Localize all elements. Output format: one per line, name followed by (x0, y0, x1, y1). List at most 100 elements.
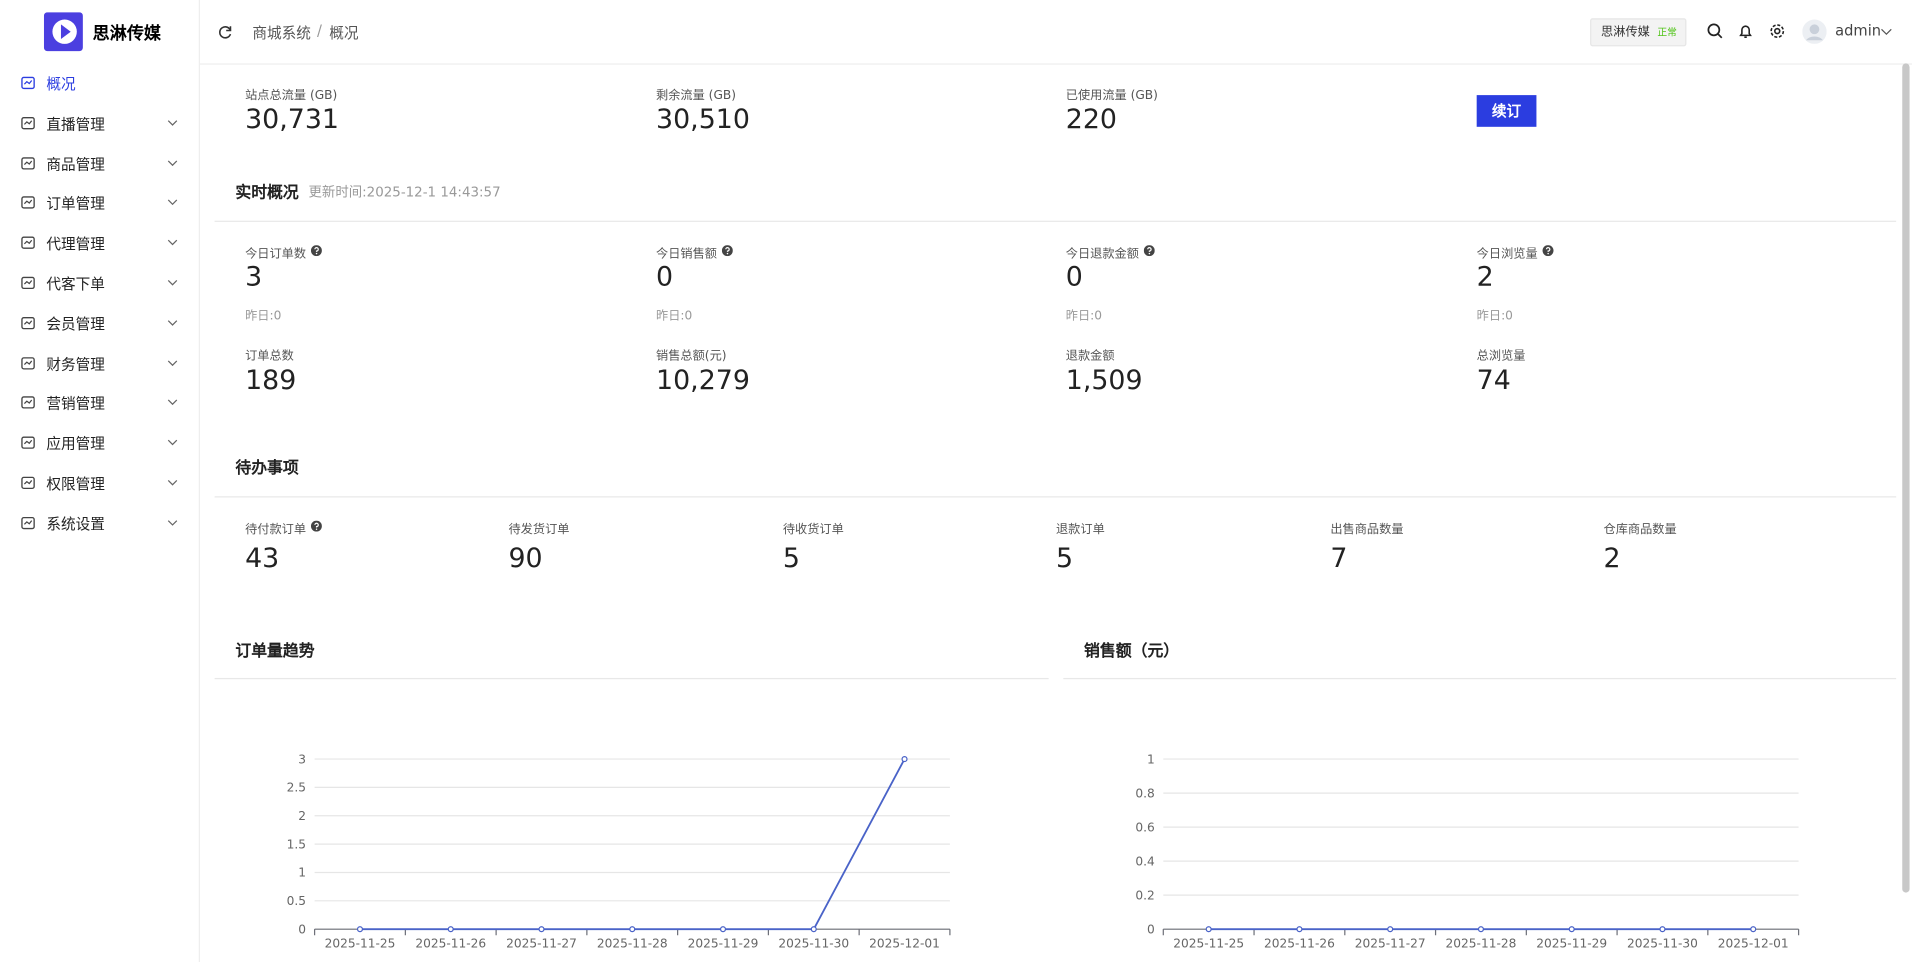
site-tag: 思淋传媒 正常 (1590, 18, 1687, 47)
chart-title: 销售额（元） (1084, 642, 1180, 661)
brand: 思淋传媒 (92, 24, 161, 44)
menu-icon (21, 316, 35, 330)
breadcrumb[interactable]: 商城系统 (252, 24, 311, 42)
point (538, 926, 545, 933)
settings-icon[interactable] (1769, 23, 1785, 39)
stat-label: 已使用流量 (GB) (1065, 89, 1158, 103)
point (629, 926, 636, 933)
stat-label: 今日订单数 (245, 247, 307, 261)
point (1296, 926, 1303, 933)
y-tick-label: 3 (298, 752, 306, 766)
site-status: 正常 (1657, 26, 1677, 38)
chevron (167, 520, 178, 526)
y-tick-label: 1 (298, 866, 306, 880)
divider (1063, 677, 1897, 680)
menu-icon (21, 236, 35, 250)
yesterday: 昨日:0 (1065, 309, 1103, 324)
x-tick-label: 2025-11-29 (688, 936, 759, 950)
todo-value[interactable]: 2 (1603, 543, 1621, 575)
todo-value[interactable]: 43 (245, 543, 280, 575)
todo-value[interactable]: 5 (1055, 543, 1074, 575)
todo-value[interactable]: 7 (1330, 543, 1348, 575)
stat-value: 10,279 (656, 365, 750, 397)
menu-item[interactable]: 应用管理 (46, 435, 105, 453)
todo-value[interactable]: 90 (508, 543, 543, 575)
menu-item[interactable]: 概况 (46, 75, 76, 93)
menu-item[interactable]: 系统设置 (46, 515, 105, 533)
x-tick-label: 2025-12-01 (869, 936, 940, 950)
todo-label: 待发货订单 (508, 523, 570, 537)
menu-item[interactable]: 会员管理 (46, 315, 105, 333)
todo-label: 待收货订单 (782, 523, 844, 537)
chevron (167, 439, 178, 446)
todo-value[interactable]: 5 (782, 543, 800, 575)
user-name[interactable]: admin (1835, 21, 1882, 40)
sidebar: 思淋传媒 概况直播管理商品管理订单管理代理管理代客下单会员管理财务管理营销管理应… (0, 0, 200, 962)
x-tick-label: 2025-11-26 (1264, 936, 1335, 950)
point (447, 926, 454, 933)
renew-button[interactable]: 续订 (1476, 95, 1537, 127)
y-tick-label: 0 (1147, 922, 1155, 936)
chevron (167, 320, 178, 326)
divider (214, 220, 1897, 222)
todo-label: 出售商品数量 (1330, 523, 1404, 537)
chart-title: 订单量趋势 (235, 642, 315, 661)
y-tick-label: 1 (1147, 752, 1155, 766)
help-icon[interactable] (721, 245, 733, 257)
menu-icon (21, 396, 35, 410)
menu-item[interactable]: 营销管理 (46, 395, 105, 413)
menu-item[interactable]: 代理管理 (46, 235, 105, 253)
point (810, 926, 817, 933)
help-icon[interactable] (310, 520, 322, 532)
x-tick-label: 2025-11-26 (415, 936, 486, 950)
y-tick-label: 0.2 (1135, 888, 1154, 902)
todo-label: 退款订单 (1055, 523, 1105, 537)
menu-item[interactable]: 权限管理 (46, 475, 105, 493)
chevron (1881, 28, 1892, 36)
stat-label: 今日浏览量 (1476, 247, 1538, 261)
point (1659, 926, 1666, 933)
x-tick-label: 2025-11-27 (1355, 936, 1426, 950)
menu-icon (21, 196, 35, 210)
stat-value: 30,731 (245, 104, 339, 136)
stat-value: 0 (1065, 262, 1083, 293)
y-tick-label: 0 (298, 922, 306, 936)
menu-item[interactable]: 代客下单 (46, 275, 105, 293)
y-tick-label: 2 (298, 809, 306, 823)
y-tick-label: 0.4 (1135, 854, 1155, 868)
menu-item[interactable]: 财务管理 (46, 355, 105, 373)
menu-icon (21, 116, 35, 130)
menu-item[interactable]: 直播管理 (46, 115, 105, 133)
help-icon[interactable] (1542, 245, 1554, 257)
divider (214, 677, 1049, 680)
stat-value: 2 (1476, 262, 1494, 293)
stat-value: 74 (1476, 365, 1511, 397)
point (1568, 926, 1575, 933)
menu-item[interactable]: 订单管理 (46, 195, 105, 213)
bell-icon[interactable] (1738, 23, 1754, 39)
chevron (167, 240, 178, 246)
menu-icon (21, 476, 35, 490)
site-name: 思淋传媒 (1601, 25, 1650, 40)
yesterday: 昨日:0 (656, 309, 693, 324)
x-tick-label: 2025-11-25 (325, 936, 396, 950)
help-icon[interactable] (310, 245, 322, 257)
refresh-icon[interactable] (218, 24, 233, 39)
y-tick-label: 1.5 (287, 837, 306, 851)
point (1387, 926, 1394, 933)
help-icon[interactable] (1143, 245, 1155, 257)
stat-value: 30,510 (656, 104, 750, 136)
menu-icon (21, 156, 35, 170)
stat-label: 销售总额(元) (656, 349, 727, 364)
avatar[interactable] (1802, 19, 1827, 44)
update-time: 更新时间:2025-12-1 14:43:57 (308, 184, 501, 200)
scrollbar[interactable] (1902, 63, 1910, 893)
menu-item[interactable]: 商品管理 (46, 155, 105, 173)
search-icon[interactable] (1707, 23, 1723, 39)
point (1477, 926, 1484, 933)
stat-value: 3 (245, 262, 263, 293)
